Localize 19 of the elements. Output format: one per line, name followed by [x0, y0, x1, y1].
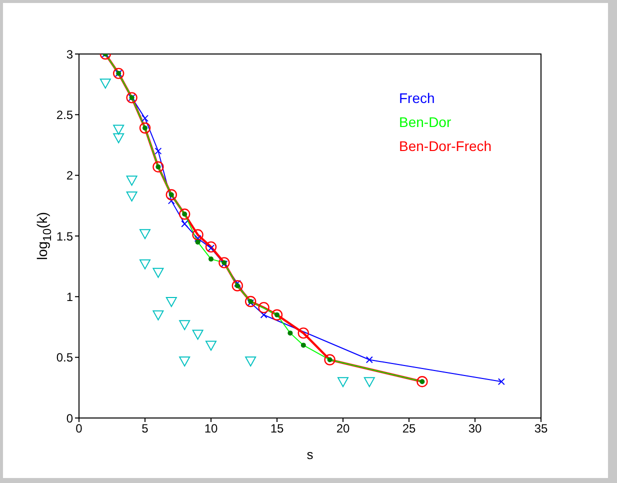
x-tick-label: 35	[534, 422, 548, 436]
y-tick-label: 0.5	[56, 350, 74, 365]
y-tick-label: 2	[66, 168, 74, 183]
x-tick-label: 10	[204, 422, 218, 436]
text: Frech	[399, 89, 436, 108]
x-tick-label: 30	[468, 422, 482, 436]
y-tick-label: 1	[66, 290, 74, 304]
text: Ben-Dor	[399, 113, 452, 132]
y-tick-label: 3	[66, 47, 74, 62]
x-tick-label: 20	[336, 422, 350, 436]
x-tick-label: 25	[402, 422, 416, 436]
y-tick-label: 2.5	[56, 108, 74, 122]
x-axis-title: s	[306, 447, 314, 462]
y-tick-label: 0	[66, 411, 74, 426]
text: Ben-Dor-Frech	[399, 137, 492, 156]
y-tick-label: 1.5	[56, 229, 74, 244]
x-tick-label: 0	[76, 422, 83, 436]
x-tick-label: 15	[270, 422, 284, 436]
x-tick-label: 5	[142, 422, 149, 436]
